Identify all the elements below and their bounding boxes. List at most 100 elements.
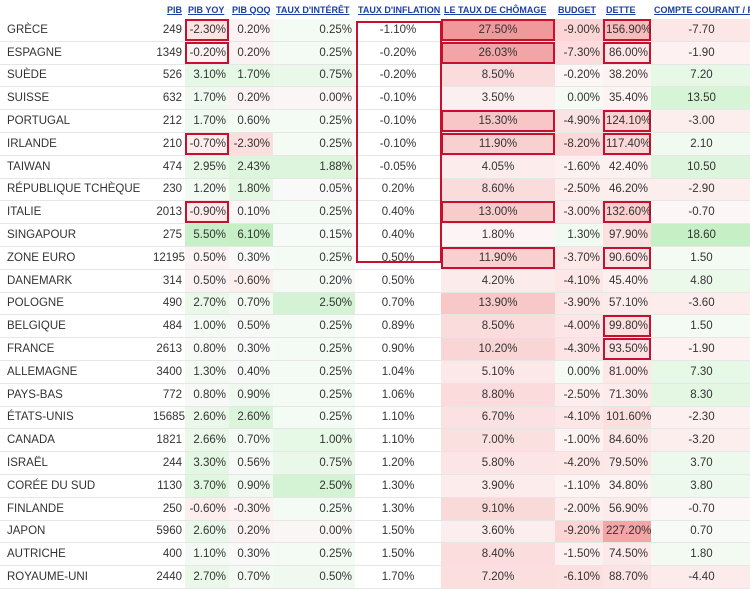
interest-rate-cell: 0.25% — [273, 383, 355, 407]
pib-yoy-cell: 0.80% — [185, 383, 229, 407]
budget-header[interactable]: BUDGET — [558, 4, 596, 15]
pib-cell: 212 — [150, 109, 185, 133]
pib-cell: 632 — [150, 86, 185, 111]
inflation-rate-cell: -0.10% — [355, 132, 441, 156]
interest-rate-cell: 0.25% — [273, 337, 355, 361]
budget-cell: -4.20% — [555, 451, 603, 475]
pib-qoq-cell: 0.30% — [229, 542, 273, 567]
budget-cell: -2.50% — [555, 383, 603, 407]
unemployment-rate-cell: 6.70% — [441, 406, 555, 430]
current-account-cell: 10.50 — [651, 155, 750, 179]
interest-rate-cell: 2.50% — [273, 292, 355, 316]
current-account-cell: -2.90 — [651, 178, 750, 202]
pib-qoq-cell: 0.60% — [229, 109, 273, 133]
country-cell: TAIWAN — [0, 155, 150, 179]
pib-header[interactable]: PIB — [166, 4, 182, 15]
table-row: ROYAUME-UNI 2440 2.70% 0.70% 0.50% 1.70% 7.20%… — [0, 565, 750, 589]
pib-yoy-cell: 3.70% — [185, 474, 229, 498]
pib-yoy-cell: 1.00% — [185, 314, 229, 339]
pib-cell: 250 — [150, 497, 185, 521]
unemployment-rate-header[interactable]: LE TAUX DE CHÔMAGE — [444, 4, 547, 15]
pib-cell: 15685 — [150, 406, 185, 430]
pib-cell: 1349 — [150, 41, 185, 65]
debt-cell: 74.50% — [603, 542, 651, 567]
inflation-rate-cell: 0.50% — [355, 246, 441, 270]
inflation-rate-cell: 0.50% — [355, 269, 441, 293]
pib-qoq-cell: 1.80% — [229, 178, 273, 202]
country-cell: ISRAËL — [0, 451, 150, 475]
unemployment-rate-cell: 5.10% — [441, 360, 555, 384]
pib-yoy-header[interactable]: PIB YOY — [188, 4, 225, 15]
pib-qoq-cell: 0.50% — [229, 314, 273, 339]
debt-header[interactable]: DETTE — [606, 4, 636, 15]
pib-yoy-cell: 2.95% — [185, 155, 229, 179]
budget-cell: -6.10% — [555, 565, 603, 589]
country-cell: PORTUGAL — [0, 109, 150, 133]
pib-cell: 210 — [150, 132, 185, 156]
pib-yoy-cell: -0.90% — [185, 200, 229, 225]
budget-cell: -9.20% — [555, 520, 603, 544]
current-account-header[interactable]: COMPTE COURANT / PIB — [654, 4, 750, 15]
budget-cell: -4.10% — [555, 406, 603, 430]
pib-yoy-cell: 3.10% — [185, 64, 229, 88]
unemployment-rate-cell: 8.60% — [441, 178, 555, 202]
country-cell: JAPON — [0, 520, 150, 544]
pib-cell: 314 — [150, 269, 185, 293]
table-row: TAIWAN 474 2.95% 2.43% 1.88% -0.05% 4.05% -1.60… — [0, 155, 750, 179]
country-cell: AUTRICHE — [0, 542, 150, 567]
pib-qoq-cell: 0.70% — [229, 292, 273, 316]
debt-cell: 101.60% — [603, 406, 651, 430]
inflation-rate-header[interactable]: TAUX D'INFLATION — [358, 4, 441, 15]
interest-rate-cell: 0.25% — [273, 406, 355, 430]
current-account-cell: 18.60 — [651, 223, 750, 247]
pib-yoy-cell: 0.50% — [185, 269, 229, 293]
inflation-rate-cell: 1.06% — [355, 383, 441, 407]
current-account-cell: -1.90 — [651, 41, 750, 65]
unemployment-rate-cell: 8.50% — [441, 314, 555, 339]
unemployment-rate-cell: 7.20% — [441, 565, 555, 589]
interest-rate-cell: 0.25% — [273, 542, 355, 567]
pib-cell: 275 — [150, 223, 185, 247]
interest-rate-cell: 0.15% — [273, 223, 355, 247]
unemployment-rate-cell: 10.20% — [441, 337, 555, 361]
interest-rate-header[interactable]: TAUX D'INTÉRÊT — [276, 4, 350, 15]
table-row: IRLANDE 210 -0.70% -2.30% 0.25% -0.10% 11.90% -… — [0, 132, 750, 156]
unemployment-rate-cell: 3.90% — [441, 474, 555, 498]
pib-yoy-cell: 2.60% — [185, 520, 229, 544]
inflation-rate-cell: -0.20% — [355, 41, 441, 65]
budget-cell: -7.30% — [555, 41, 603, 65]
interest-rate-cell: 0.00% — [273, 86, 355, 111]
debt-cell: 45.40% — [603, 269, 651, 293]
current-account-cell: -2.30 — [651, 406, 750, 430]
debt-cell: 46.20% — [603, 178, 651, 202]
unemployment-rate-cell: 11.90% — [441, 132, 555, 156]
current-account-cell: -4.40 — [651, 565, 750, 589]
pib-qoq-cell: 6.10% — [229, 223, 273, 247]
inflation-rate-cell: 0.89% — [355, 314, 441, 339]
budget-cell: -0.20% — [555, 64, 603, 88]
unemployment-rate-cell: 13.00% — [441, 200, 555, 225]
unemployment-rate-cell: 4.20% — [441, 269, 555, 293]
interest-rate-cell: 0.25% — [273, 19, 355, 42]
pib-cell: 772 — [150, 383, 185, 407]
current-account-cell: 4.80 — [651, 269, 750, 293]
pib-cell: 249 — [150, 19, 185, 42]
pib-yoy-cell: 2.60% — [185, 406, 229, 430]
current-account-cell: -1.90 — [651, 337, 750, 361]
pib-qoq-cell: 2.43% — [229, 155, 273, 179]
inflation-rate-cell: 1.70% — [355, 565, 441, 589]
pib-qoq-header[interactable]: PIB QOQ — [232, 4, 271, 15]
inflation-rate-cell: 0.90% — [355, 337, 441, 361]
interest-rate-cell: 0.25% — [273, 41, 355, 65]
current-account-cell: 1.50 — [651, 246, 750, 270]
country-cell: FINLANDE — [0, 497, 150, 521]
debt-cell: 132.60% — [603, 200, 651, 225]
current-account-cell: 7.30 — [651, 360, 750, 384]
debt-cell: 156.90% — [603, 19, 651, 42]
debt-cell: 88.70% — [603, 565, 651, 589]
interest-rate-cell: 0.05% — [273, 178, 355, 202]
country-cell: SUISSE — [0, 86, 150, 111]
budget-cell: 0.00% — [555, 86, 603, 111]
pib-qoq-cell: 2.60% — [229, 406, 273, 430]
pib-cell: 484 — [150, 314, 185, 339]
